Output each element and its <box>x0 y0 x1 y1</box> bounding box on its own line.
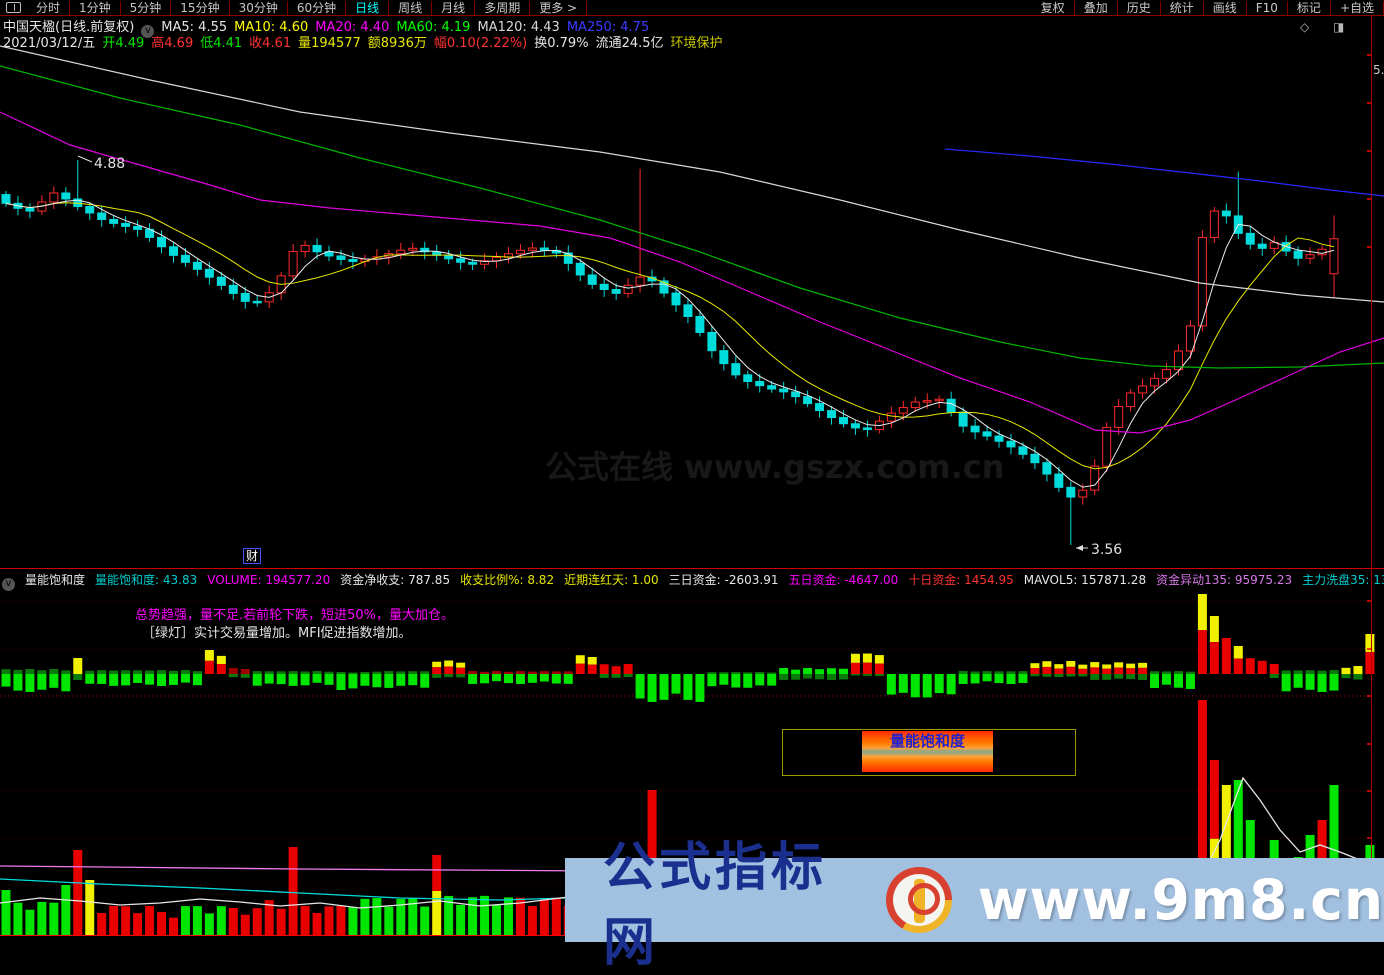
chevron-down-icon[interactable]: v <box>141 25 155 38</box>
menu-item-复权[interactable]: 复权 <box>1032 0 1075 15</box>
indicator-pane-title: 量能饱和度 <box>25 573 86 587</box>
quote-line: 2021/03/12/五 开4.49 高4.69 低4.41 收4.61 量194577 额… <box>3 32 737 51</box>
menu-item-日线[interactable]: 日线 <box>346 0 390 15</box>
indicator-value: 五日资金: -4647.00 <box>788 573 899 587</box>
quote-field: 高4.69 <box>151 36 194 51</box>
menu-item-历史[interactable]: 历史 <box>1118 0 1161 15</box>
indicator-value: 收支比例%: 8.82 <box>460 573 555 587</box>
quote-field: 额8936万 <box>367 36 427 51</box>
ma-value: MA250: 4.75 <box>566 20 650 35</box>
ma-value: MA10: 4.60 <box>234 20 309 35</box>
menu-item-多周期[interactable]: 多周期 <box>475 0 531 15</box>
stock-info-line: 中国天楹(日线.前复权) v MA5: 4.55 MA10: 4.60 MA20: 4.… <box>3 16 663 38</box>
indicator-value: 量能饱和度: 43.83 <box>95 573 198 587</box>
quote-field: 量194577 <box>298 36 361 51</box>
quote-field: 换0.79% <box>534 36 589 51</box>
quote-field: 收4.61 <box>249 36 292 51</box>
menu-item-1分钟[interactable]: 1分钟 <box>70 0 121 15</box>
ma-value: MA60: 4.19 <box>396 20 471 35</box>
top-menu-bar: 分时 1分钟 5分钟 15分钟 30分钟 60分钟 日线 周线 月线 多周期 更多 > 复权 叠加 历史… <box>0 0 1384 16</box>
menu-item-周线[interactable]: 周线 <box>389 0 433 15</box>
indicator-value: 十日资金: 1454.95 <box>908 573 1014 587</box>
watermark-url: www.9m8.cn <box>977 868 1384 932</box>
watermark-site-name: 公式指标网 <box>603 838 828 973</box>
quote-field: 幅0.10(2.22%) <box>433 36 528 51</box>
quote-field: 开4.49 <box>102 36 145 51</box>
chart-corner-icons[interactable]: ◇ ◨ <box>1300 20 1355 34</box>
indicator-value: MAVOL5: 157871.28 <box>1023 573 1147 587</box>
indicator-value: 资金净收支: 787.85 <box>340 573 451 587</box>
low-annotation: 3.56 <box>1091 542 1122 558</box>
indicator-value: 三日资金: -2603.91 <box>668 573 779 587</box>
indicator-button-label: 量能饱和度 <box>889 732 965 750</box>
quote-field: 2021/03/12/五 <box>3 36 96 51</box>
menu-item-叠加[interactable]: 叠加 <box>1075 0 1118 15</box>
menu-item-分时[interactable]: 分时 <box>27 0 71 15</box>
financial-report-badge[interactable]: 财 <box>243 548 262 564</box>
window-layout-icon[interactable] <box>6 2 21 13</box>
indicator-value: 近期连红天: 1.00 <box>564 573 659 587</box>
menu-item-统计[interactable]: 统计 <box>1161 0 1204 15</box>
site-logo <box>885 867 952 933</box>
menu-item-标记[interactable]: 标记 <box>1288 0 1331 15</box>
menu-item-F10[interactable]: F10 <box>1247 0 1288 15</box>
stock-title: 中国天楹(日线.前复权) <box>3 20 135 35</box>
quote-field: 流通24.5亿 <box>595 36 664 51</box>
indicator-value: 资金异动135: 95975.23 <box>1156 573 1293 587</box>
quote-field: 低4.41 <box>200 36 243 51</box>
indicator-gradient-button[interactable]: 量能饱和度 <box>862 731 993 772</box>
menu-item-15分钟[interactable]: 15分钟 <box>171 0 230 15</box>
indicator-value: 主力洗盘35: 138112.53 <box>1302 573 1384 587</box>
menu-item-画线[interactable]: 画线 <box>1204 0 1247 15</box>
menu-item-5分钟[interactable]: 5分钟 <box>121 0 172 15</box>
ma-value: MA5: 4.55 <box>161 20 228 35</box>
indicator-value: VOLUME: 194577.20 <box>207 573 331 587</box>
menu-item-更多 >[interactable]: 更多 > <box>530 0 588 15</box>
menu-item-60分钟[interactable]: 60分钟 <box>288 0 347 15</box>
chart-watermark: 公式在线 www.gszx.com.cn <box>545 448 1005 486</box>
chart-canvas[interactable]: 4.88 3.56 公式在线 www.gszx.com.cn 5. <box>0 0 1384 942</box>
indicator-button-box: 量能饱和度 <box>782 729 1076 776</box>
indicator-note-1: 总势趋强，量不足.若前轮下跌，短进50%，量大加仓。 <box>135 608 455 623</box>
high-annotation: 4.88 <box>94 156 125 172</box>
price-axis-label: 5. <box>1373 63 1384 77</box>
indicator-header: v 量能饱和度 量能饱和度: 43.83 VOLUME: 194577.20 资金净收支… <box>2 571 1384 591</box>
menu-item-月线[interactable]: 月线 <box>432 0 476 15</box>
watermark-banner: 公式指标网 www.9m8.cn <box>565 838 1384 973</box>
quote-field: 环境保护 <box>670 36 723 51</box>
collapse-icon[interactable]: v <box>2 578 15 591</box>
ma-value: MA120: 4.43 <box>477 20 560 35</box>
ma-value: MA20: 4.40 <box>315 20 390 35</box>
indicator-note-2: ［绿灯］实计交易量增加。MFI促进指数增加。 <box>142 626 412 641</box>
menu-item-+自选[interactable]: +自选 <box>1331 0 1384 15</box>
menu-item-30分钟[interactable]: 30分钟 <box>230 0 288 15</box>
